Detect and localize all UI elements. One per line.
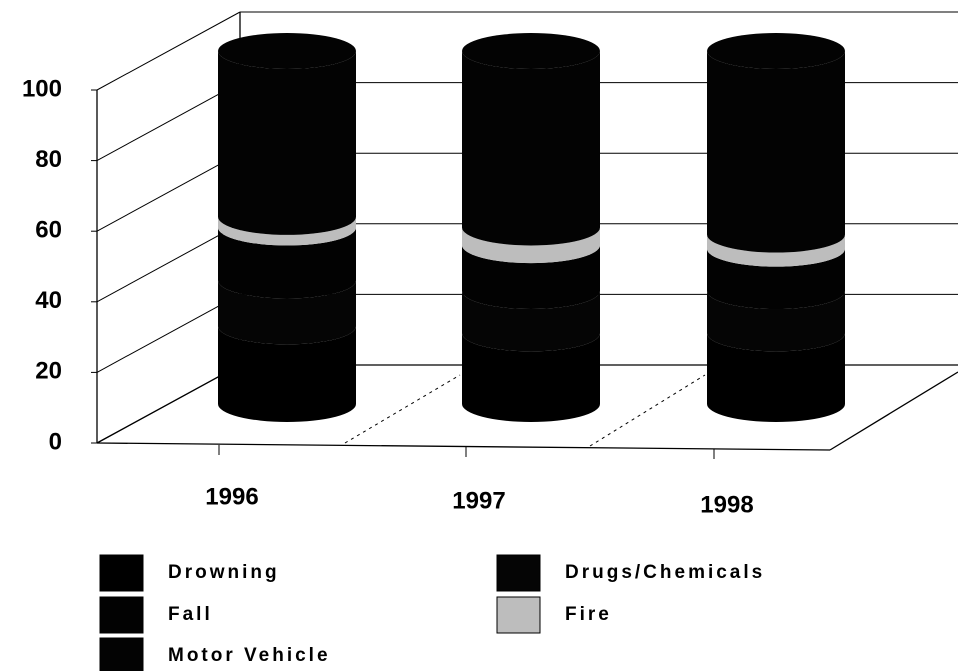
grid-line (96, 293, 241, 373)
cylinder-segment (707, 234, 845, 267)
y-tick-label: 0 (49, 428, 62, 455)
cylinder-segment (218, 51, 356, 235)
cylinder-segment (462, 291, 600, 352)
cylinder-segment (462, 51, 600, 246)
cylinder-top (707, 33, 845, 69)
grid-line (96, 223, 241, 303)
legend-label: Drugs/Chemicals (565, 562, 765, 583)
cylinder-segment (218, 326, 356, 422)
y-tick-label: 40 (35, 287, 62, 314)
cylinder-segment (218, 280, 356, 345)
grid-line (96, 82, 241, 162)
x-tick-label: 1997 (452, 487, 505, 514)
y-tick-label: 20 (35, 358, 62, 385)
legend-swatch (99, 554, 144, 592)
x-tick-label: 1998 (700, 491, 753, 518)
legend-swatch (496, 554, 541, 592)
grid-line (96, 11, 241, 91)
y-tick-label: 80 (35, 146, 62, 173)
legend-swatch (496, 596, 541, 634)
cylinder-top (462, 33, 600, 69)
cylinder-top (218, 33, 356, 69)
cylinder-segment (462, 227, 600, 264)
legend-swatch (99, 596, 144, 634)
cylinder-segment (707, 51, 845, 253)
cylinder-segment (462, 333, 600, 422)
legend-swatch (99, 637, 144, 671)
y-tick-label: 60 (35, 217, 62, 244)
cylinder-segment (462, 245, 600, 310)
cylinder-segment (707, 291, 845, 352)
cylinder-segment (707, 248, 845, 310)
grid-line (96, 152, 241, 232)
cylinder-segment (707, 333, 845, 422)
legend-label: Fall (168, 604, 213, 625)
legend-label: Drowning (168, 562, 280, 583)
legend-label: Fire (565, 604, 612, 625)
x-tick-label: 1996 (205, 483, 258, 510)
grid-line (96, 364, 241, 444)
cylinder-segment (218, 227, 356, 299)
legend-label: Motor Vehicle (168, 645, 331, 666)
cylinder-segment (218, 216, 356, 246)
y-tick-label: 100 (22, 75, 62, 102)
